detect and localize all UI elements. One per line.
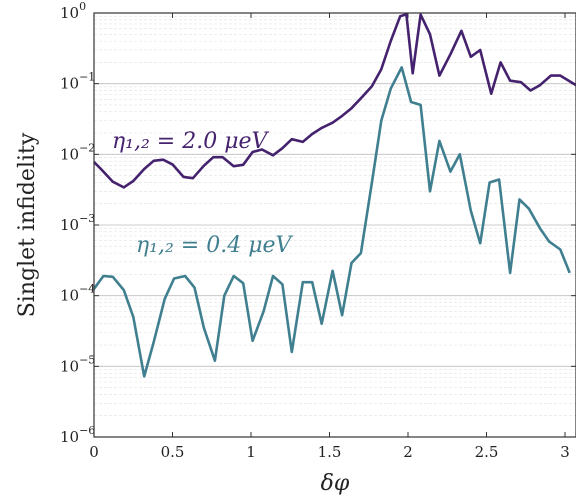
x-tick-label: 3 xyxy=(560,443,570,461)
y-tick-label: 10−2 xyxy=(60,141,95,163)
series-line-1 xyxy=(93,13,576,189)
y-axis-title: Singlet infidelity xyxy=(15,132,40,317)
x-tick-label: 0 xyxy=(89,443,99,461)
x-tick-label: 0.5 xyxy=(161,443,185,461)
x-tick-label: 2 xyxy=(403,443,413,461)
y-tick-label: 10−3 xyxy=(60,212,95,234)
grid xyxy=(94,12,576,438)
y-tick-label: 10−1 xyxy=(60,71,95,93)
x-axis-title: δφ xyxy=(321,471,350,496)
annotation-series-2: η₁,₂ = 0.4 μeV xyxy=(136,233,294,258)
plot-frame xyxy=(93,12,576,438)
y-tick-label: 100 xyxy=(60,0,86,22)
y-tick-label: 10−5 xyxy=(60,353,95,375)
series-layer xyxy=(92,13,576,378)
annotation-series-1: η₁,₂ = 2.0 μeV xyxy=(112,129,270,154)
axis-ticks: 0 0.5 1 1.5 2 2.5 3 10−6 10−5 10−4 10−3 10−2 10−1 100 xyxy=(60,0,576,461)
y-tick-label: 10−6 xyxy=(60,424,95,446)
x-tick-label: 1 xyxy=(246,443,256,461)
x-tick-label: 1.5 xyxy=(318,443,342,461)
series-line-2 xyxy=(92,66,571,378)
y-tick-label: 10−4 xyxy=(60,283,95,305)
x-tick-label: 2.5 xyxy=(475,443,499,461)
